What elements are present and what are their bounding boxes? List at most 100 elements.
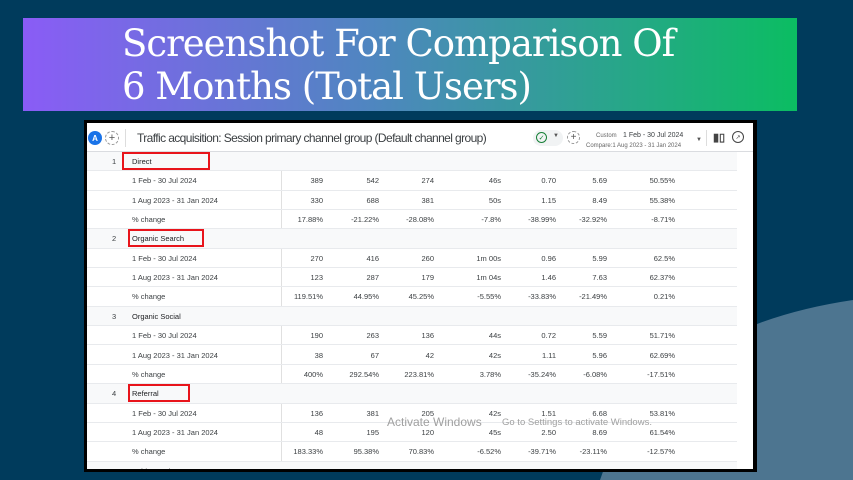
metric-value: 190: [310, 331, 323, 341]
group-row[interactable]: 2 Organic Search: [87, 229, 737, 249]
metric-value: 67: [370, 350, 379, 360]
row-label: % change: [132, 447, 166, 457]
group-row[interactable]: 4 Referral: [87, 384, 737, 404]
metric-value: 195: [366, 427, 379, 437]
report-header: A + Traffic acquisition: Session primary…: [87, 123, 753, 152]
avatar[interactable]: A: [88, 131, 102, 145]
table-row: 1 Aug 2023 - 31 Jan 2024 330 688 381 50s 1.15…: [87, 191, 737, 211]
metric-value: 70.83%: [408, 447, 434, 457]
metric-value: 50.55%: [649, 176, 675, 186]
add-button[interactable]: +: [567, 131, 580, 144]
metric-value: 0.21%: [653, 292, 675, 302]
metric-value: 292.54%: [349, 369, 379, 379]
metric-value: 8.49: [592, 195, 607, 205]
group-row[interactable]: 5 Paid Search: [87, 461, 737, 469]
metric-value: -7.8%: [481, 215, 501, 225]
metric-value: 381: [421, 195, 434, 205]
insights-icon[interactable]: ↗: [732, 131, 744, 143]
check-circle-icon: ✓: [536, 132, 547, 143]
metric-value: 62.37%: [649, 273, 675, 283]
metric-value: -6.52%: [477, 447, 501, 457]
highlight-box: [128, 229, 204, 248]
metric-value: 62.69%: [649, 350, 675, 360]
metric-value: 400%: [303, 369, 323, 379]
channel-name: Paid Search: [132, 467, 173, 469]
table-row: % change 400% 292.54% 223.81% 3.78% -35.24% -6…: [87, 365, 737, 385]
group-row[interactable]: 3 Organic Social: [87, 306, 737, 327]
metric-value: 0.96: [541, 253, 556, 263]
status-dropdown[interactable]: ✓ ▼: [533, 130, 563, 146]
metric-value: 42s: [488, 408, 501, 418]
metric-value: 119.51%: [293, 292, 323, 302]
metric-value: 136: [310, 408, 323, 418]
watermark-subtitle: Go to Settings to activate Windows.: [502, 417, 652, 428]
data-table: 1 Direct 1 Feb - 30 Jul 2024 389 542 274 46s 0.…: [87, 152, 737, 469]
metric-value: 260: [421, 253, 434, 263]
metric-value: 0.70: [541, 176, 556, 186]
add-comparison-button[interactable]: +: [105, 131, 119, 145]
metric-value: -38.99%: [528, 215, 556, 225]
channel-name: Organic Search: [132, 234, 185, 244]
title-banner: Screenshot For Comparison Of 6 Months (To…: [23, 18, 797, 111]
metric-value: -6.08%: [583, 369, 607, 379]
metric-value: 5.69: [592, 176, 607, 186]
date-dropdown-icon[interactable]: ▼: [696, 137, 702, 143]
report-title: Traffic acquisition: Session primary cha…: [137, 131, 487, 145]
channel-name: Organic Social: [132, 311, 181, 321]
metric-value: 46s: [488, 176, 501, 186]
metric-value: 542: [366, 176, 379, 186]
compare-range[interactable]: Compare:1 Aug 2023 - 31 Jan 2024: [586, 143, 682, 149]
row-label: 1 Aug 2023 - 31 Jan 2024: [132, 427, 218, 437]
metric-value: -17.51%: [647, 369, 675, 379]
metric-value: 688: [366, 195, 379, 205]
metric-value: 6.68: [592, 408, 607, 418]
analytics-report: A + Traffic acquisition: Session primary…: [87, 123, 753, 469]
date-range[interactable]: 1 Feb - 30 Jul 2024: [623, 132, 684, 139]
metric-value: 51.71%: [649, 331, 675, 341]
metric-value: 5.96: [592, 350, 607, 360]
metric-value: -21.22%: [351, 215, 379, 225]
row-index: 1: [112, 157, 117, 166]
metric-value: 45.25%: [408, 292, 434, 302]
metric-value: -35.24%: [528, 369, 556, 379]
metric-value: 274: [421, 176, 434, 186]
table-row: % change 17.88% -21.22% -28.08% -7.8% -38.99%…: [87, 210, 737, 230]
table-row: 1 Feb - 30 Jul 2024 136 381 205 42s 1.51 6.68 5…: [87, 404, 737, 423]
row-index: 3: [112, 311, 117, 321]
row-index: 2: [112, 234, 117, 244]
metric-value: 61.54%: [649, 427, 675, 437]
group-row[interactable]: 1 Direct: [87, 152, 737, 172]
row-label: 1 Feb - 30 Jul 2024: [132, 253, 197, 263]
divider: [125, 129, 126, 147]
metric-value: 136: [421, 331, 434, 341]
metric-value: 44s: [488, 331, 501, 341]
metric-value: 45s: [488, 427, 501, 437]
metric-value: 381: [366, 408, 379, 418]
row-index: 5: [112, 467, 116, 469]
metric-value: 389: [310, 176, 323, 186]
banner-title: Screenshot For Comparison Of 6 Months (To…: [122, 22, 675, 108]
metric-value: 5.99: [592, 253, 607, 263]
row-label: % change: [132, 292, 166, 302]
row-label: 1 Aug 2023 - 31 Jan 2024: [132, 350, 218, 360]
metric-value: 44.95%: [353, 292, 379, 302]
metric-value: 330: [310, 195, 323, 205]
metric-value: 53.81%: [649, 408, 675, 418]
metric-value: 55.38%: [649, 195, 675, 205]
metric-value: 287: [366, 273, 379, 283]
metric-value: 95.38%: [353, 447, 379, 457]
metric-value: 0.72: [541, 331, 556, 341]
date-label: Custom: [596, 133, 617, 139]
metric-value: 263: [366, 331, 379, 341]
metric-value: 416: [366, 253, 379, 263]
metric-value: 270: [310, 253, 323, 263]
metric-value: 38: [314, 350, 323, 360]
row-label: 1 Feb - 30 Jul 2024: [132, 408, 197, 418]
metric-value: 42s: [488, 350, 501, 360]
compare-columns-icon[interactable]: ▮▯: [713, 132, 726, 144]
metric-value: -28.08%: [406, 215, 434, 225]
table-row: 1 Aug 2023 - 31 Jan 2024 123 287 179 1m 04s 1…: [87, 268, 737, 288]
metric-value: 5.59: [592, 331, 607, 341]
metric-value: 1m 04s: [476, 273, 501, 283]
metric-value: 123: [310, 273, 323, 283]
